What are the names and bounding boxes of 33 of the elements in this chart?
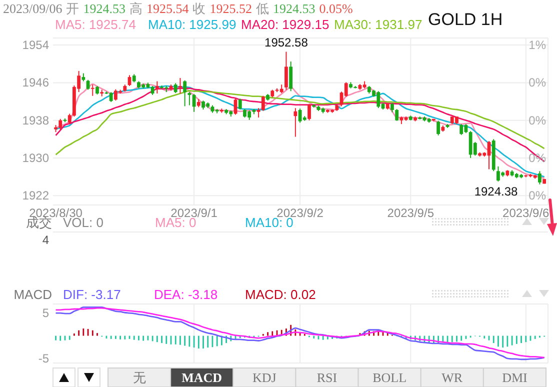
y-tick-label: 1930 [22, 150, 50, 165]
series-label: DIF: -3.17 [63, 287, 121, 302]
chart-title: MACD [14, 287, 52, 302]
annotation: 1952.58 [264, 36, 308, 50]
annotation: 0% [528, 113, 546, 128]
text: MACD [182, 370, 222, 385]
y-tick-label: 1954 [22, 38, 50, 52]
text: RSI [316, 370, 338, 385]
annotation: 1924.38 [474, 184, 518, 198]
y-tick-label: -5 [38, 351, 50, 366]
text: WR [442, 370, 463, 385]
text: MA10: 1925.99 [148, 17, 236, 32]
text: MA20: 1929.15 [241, 17, 330, 32]
x-tick-label: 2023/9/5 [387, 206, 434, 220]
y-tick-label: 1938 [22, 113, 50, 128]
text: MACD: 0.02 [245, 287, 316, 302]
y-tick-label: 5 [42, 306, 50, 320]
chart-title: GOLD 1H [428, 10, 503, 29]
text: BOLL [372, 370, 407, 385]
text: 2023/09/06 开 1924.53 高 1925.54 收 1925.52 低 1924.53 0.05% [3, 1, 353, 16]
text: KDJ [252, 370, 276, 385]
text: MA30: 1931.97 [334, 17, 422, 32]
x-tick-label: 2023/9/6 [502, 206, 550, 220]
annotation: 0% [528, 76, 546, 90]
y-tick-label: 1922 [22, 188, 50, 203]
text: 4 [42, 233, 50, 247]
annotation: 0% [528, 188, 546, 203]
series-label: DEA: -3.18 [154, 287, 218, 302]
annotation: 1% [528, 38, 546, 52]
text: 无 [132, 370, 146, 385]
text: MA5: 1925.74 [55, 17, 136, 32]
y-tick-label: 1946 [22, 76, 50, 90]
text: DMI [502, 370, 528, 385]
